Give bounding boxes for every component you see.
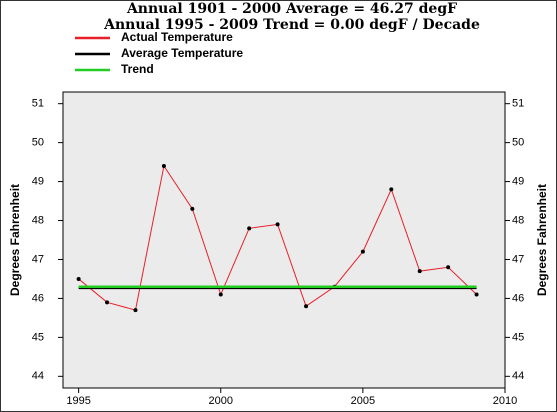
y2-tick-label: 46 <box>512 292 524 304</box>
y-tick-label: 46 <box>32 292 44 304</box>
chart-title: Annual 1901 - 2000 Average = 46.27 degF <box>126 1 457 17</box>
data-point <box>360 249 365 254</box>
y2-tick-label: 49 <box>512 175 524 187</box>
data-point <box>304 304 309 309</box>
data-point <box>275 222 280 227</box>
data-point <box>161 164 166 168</box>
y2-tick-label: 44 <box>512 370 524 382</box>
y-tick-label: 50 <box>32 137 44 149</box>
y2-tick-label: 45 <box>512 331 524 343</box>
y-tick-label: 44 <box>32 370 44 382</box>
plot-area <box>62 91 506 389</box>
y-axis-label: Degrees Fahrenheit <box>8 184 22 296</box>
y-tick-label: 47 <box>32 253 44 265</box>
data-point <box>190 206 195 211</box>
x-tick-label: 2000 <box>209 395 233 407</box>
y2-tick-label: 47 <box>512 253 524 265</box>
x-tick-label: 2005 <box>351 395 375 407</box>
data-point <box>389 187 394 192</box>
chart-subtitle: Annual 1995 - 2009 Trend = 0.00 degF / D… <box>103 17 480 33</box>
y-tick-label: 45 <box>32 331 44 343</box>
data-point <box>417 269 422 274</box>
legend-label: Actual Temperature <box>121 30 233 44</box>
x-tick-label: 2010 <box>493 395 517 407</box>
y2-axis-label: Degrees Fahrenheit <box>535 184 549 296</box>
data-point <box>474 292 479 297</box>
data-point <box>218 292 223 297</box>
data-point <box>247 226 252 231</box>
data-point <box>76 276 81 281</box>
y-tick-label: 51 <box>32 98 44 110</box>
legend-label: Average Temperature <box>121 46 243 60</box>
data-point <box>105 300 110 305</box>
y2-tick-label: 50 <box>512 137 524 149</box>
y2-tick-label: 51 <box>512 98 524 110</box>
y-tick-label: 48 <box>32 214 44 226</box>
x-tick-label: 1995 <box>66 395 90 407</box>
data-point <box>446 265 451 270</box>
legend-label: Trend <box>121 62 154 76</box>
data-point <box>133 308 138 313</box>
y2-tick-label: 48 <box>512 214 524 226</box>
y-tick-label: 49 <box>32 175 44 187</box>
